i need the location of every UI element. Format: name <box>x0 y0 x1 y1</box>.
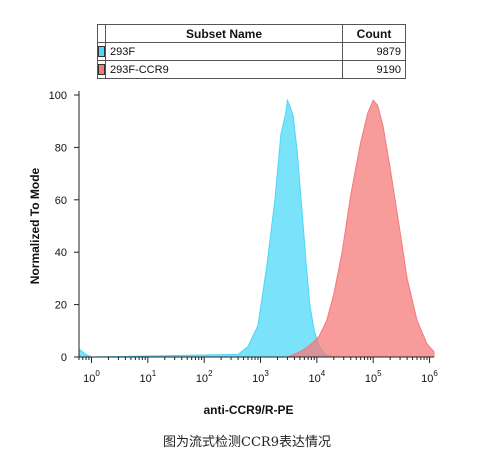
y-axis-label: Normalized To Mode <box>28 167 42 284</box>
legend-header-row: Subset Name Count <box>97 24 406 43</box>
figure-caption: 图为流式检测CCR9表达情况 <box>163 435 331 450</box>
y-tick-label: 80 <box>55 142 67 154</box>
legend-swatch-293f-ccr9 <box>98 64 105 76</box>
x-tick-label: 102 <box>196 369 213 385</box>
y-tick-label: 20 <box>55 300 67 312</box>
x-tick-label: 100 <box>83 369 100 385</box>
legend-name-293f-ccr9: 293F-CCR9 <box>105 60 343 79</box>
legend-swatch-293f <box>98 46 105 58</box>
histogram-chart: 0 20 40 60 80 100 100 101 102 103 104 105 106 anti-CC… <box>28 90 438 417</box>
legend-count-293f: 9879 <box>342 42 406 61</box>
x-tick-label: 103 <box>252 369 269 385</box>
legend-table: Subset Name Count 293F 9879 293F-CCR9 91… <box>97 24 406 79</box>
legend-count-293f-ccr9: 9190 <box>342 60 406 79</box>
x-tick-label: 105 <box>365 369 382 385</box>
x-tick-label: 101 <box>139 369 156 385</box>
legend-row-293f: 293F 9879 <box>97 42 406 61</box>
y-tick-label: 60 <box>55 195 67 207</box>
series-area-293f-ccr9 <box>79 99 435 358</box>
x-tick-label: 106 <box>421 369 438 385</box>
legend-row-293f-ccr9: 293F-CCR9 9190 <box>97 60 406 79</box>
x-axis-label: anti-CCR9/R-PE <box>203 403 293 417</box>
y-tick-label: 100 <box>49 90 67 102</box>
x-tick-label: 104 <box>309 369 326 385</box>
legend-header-count: Count <box>342 24 406 43</box>
y-tick-label: 40 <box>55 247 67 259</box>
y-tick-label: 0 <box>61 352 67 364</box>
